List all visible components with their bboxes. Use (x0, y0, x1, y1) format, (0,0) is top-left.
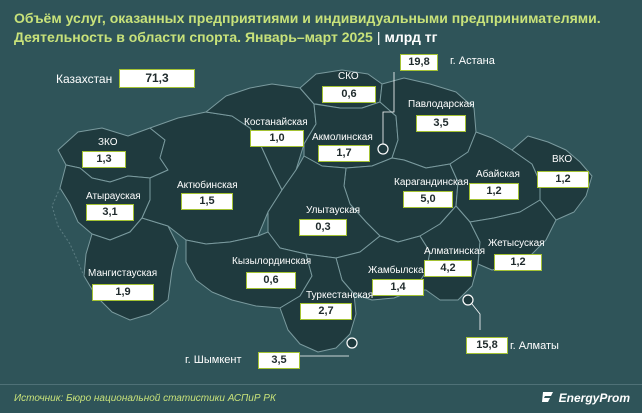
caspian-coast (51, 187, 85, 277)
leader-almaty (471, 303, 481, 330)
footer: Источник: Бюро национальной статистики А… (0, 384, 642, 413)
region-value-vko: 1,2 (537, 171, 589, 188)
region-value-ulytau: 0,3 (299, 219, 347, 236)
region-value-kyzylorda: 0,6 (246, 272, 296, 289)
astana-marker (377, 143, 389, 155)
region-label-turkestan: Туркестанская (306, 290, 374, 301)
leader-lines (300, 72, 481, 357)
chart-title-line2: Деятельность в области спорта. Январь–ма… (14, 29, 437, 45)
subtitle-text: Деятельность в области спорта. Январь–ма… (14, 29, 373, 45)
city-label-almaty: г. Алматы (510, 340, 559, 352)
region-value-kostanay: 1,0 (250, 130, 304, 147)
region-label-kostanay: Костанайская (244, 117, 308, 128)
chart-title-line1: Объём услуг, оказанных предприятиями и и… (14, 10, 601, 26)
shymkent-marker (346, 337, 358, 349)
region-value-atyrau: 3,1 (86, 204, 134, 221)
region-label-almaty-region: Алматинская (424, 246, 485, 257)
region-label-zhetysu: Жетысуская (488, 238, 545, 249)
region-value-zhambyl: 1,4 (372, 279, 424, 296)
region-value-zko: 1,3 (82, 151, 126, 168)
region-value-abai: 1,2 (469, 183, 519, 200)
region-label-zhambyl: Жамбылская (368, 265, 429, 276)
region-value-akmola: 1,7 (318, 145, 370, 162)
region-label-sko: СКО (338, 71, 359, 82)
city-label-shymkent: г. Шымкент (185, 354, 242, 366)
energyprom-logo-icon (542, 392, 553, 402)
total-label: Казахстан (56, 72, 113, 86)
city-label-astana: г. Астана (450, 55, 495, 67)
almaty-marker (462, 294, 474, 306)
city-value-almaty: 15,8 (466, 337, 508, 354)
region-label-atyrau: Атырауская (86, 191, 141, 202)
region-value-turkestan: 2,7 (300, 303, 352, 320)
region-label-aktobe: Актюбинская (177, 180, 238, 191)
region-label-pavlodar: Павлодарская (408, 99, 475, 110)
title-text: Объём услуг, оказанных предприятиями и и… (14, 10, 601, 26)
region-label-abai: Абайская (476, 169, 520, 180)
city-value-shymkent: 3,5 (258, 352, 300, 369)
region-value-zhetysu: 1,2 (494, 254, 542, 271)
region-zhetysu (469, 199, 557, 271)
region-value-aktobe: 1,5 (181, 193, 233, 210)
region-value-pavlodar: 3,5 (416, 115, 466, 132)
region-label-karaganda: Карагандинская (394, 177, 469, 188)
region-value-karaganda: 5,0 (403, 191, 453, 208)
region-label-ulytau: Улытауская (306, 205, 361, 216)
source-note: Источник: Бюро национальной статистики А… (14, 393, 276, 404)
title-separator: | (376, 29, 381, 45)
unit-label: млрд тг (384, 29, 438, 45)
total-value: 71,3 (119, 69, 195, 88)
region-label-zko: ЗКО (98, 137, 118, 148)
brand-name: EnergyProm (558, 391, 630, 405)
region-label-mangistau: Мангистауская (88, 268, 158, 279)
region-label-vko: ВКО (552, 154, 573, 165)
city-value-astana: 19,8 (400, 54, 438, 71)
region-label-kyzylorda: Кызылординская (232, 256, 312, 267)
leader-astana (382, 72, 395, 144)
region-value-sko: 0,6 (322, 86, 376, 103)
region-value-almaty-region: 4,2 (424, 260, 472, 277)
region-label-akmola: Акмолинская (312, 132, 373, 143)
region-value-mangistau: 1,9 (92, 284, 154, 301)
